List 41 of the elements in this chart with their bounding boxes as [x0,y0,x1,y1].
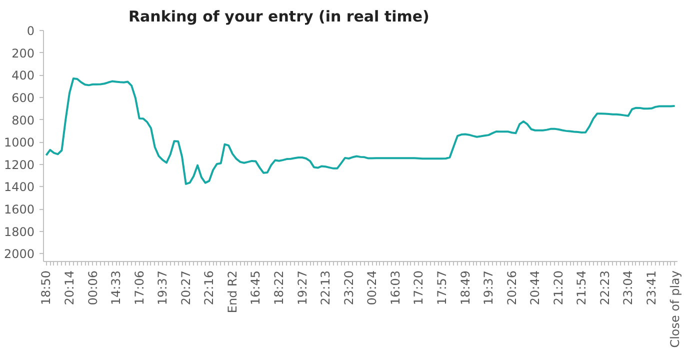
x-tick-label: 16:45 [248,270,263,306]
y-tick-label: 1600 [4,202,35,217]
x-tick-label: 21:54 [574,270,589,306]
x-tick-label: Close of play [668,270,682,348]
x-tick-label: 18:22 [272,270,286,306]
x-tick-label: 22:16 [202,270,216,306]
y-tick-label: 1400 [4,180,35,194]
x-tick-label: 23:41 [644,270,659,306]
x-tick-label: 00:24 [365,270,380,306]
x-tick-label: 19:37 [156,270,170,306]
x-tick-label: 18:50 [39,270,54,306]
x-tick-label: 23:04 [621,270,636,306]
y-tick-label: 600 [12,90,34,105]
y-tick-label: 1200 [4,158,35,172]
x-tick-label: 17:57 [434,270,449,306]
chart-title: Ranking of your entry (in real time) [128,8,430,26]
x-tick-label: 19:27 [295,270,310,306]
x-tick-label: 21:20 [551,270,566,306]
x-tick-label: 14:33 [109,270,124,306]
x-tick-label: 20:14 [62,270,76,306]
x-tick-label: 20:44 [528,270,542,306]
y-tick-label: 2000 [4,247,35,262]
x-tick-label: 19:37 [482,270,496,306]
x-tick-label: 23:20 [342,270,356,306]
x-tick-label: 17:20 [412,270,426,306]
y-tick-label: 400 [12,68,34,83]
x-tick-label: 16:03 [388,270,402,306]
x-tick-label: End R2 [225,270,240,314]
y-tick-label: 0 [26,24,35,38]
x-tick-label: 20:27 [178,270,193,306]
y-tick-label: 800 [12,113,34,128]
line-series [45,77,676,185]
x-tick-label: 18:49 [458,270,472,306]
x-tick-label: 22:23 [598,270,612,306]
y-tick-label: 1800 [4,224,35,239]
x-tick-label: 20:26 [504,270,519,306]
x-tick-label: 17:06 [132,270,146,306]
x-tick-label: 00:06 [86,270,100,306]
x-tick-label: 22:13 [318,270,333,306]
y-tick-label: 1000 [4,136,35,150]
y-tick-label: 200 [12,46,34,60]
